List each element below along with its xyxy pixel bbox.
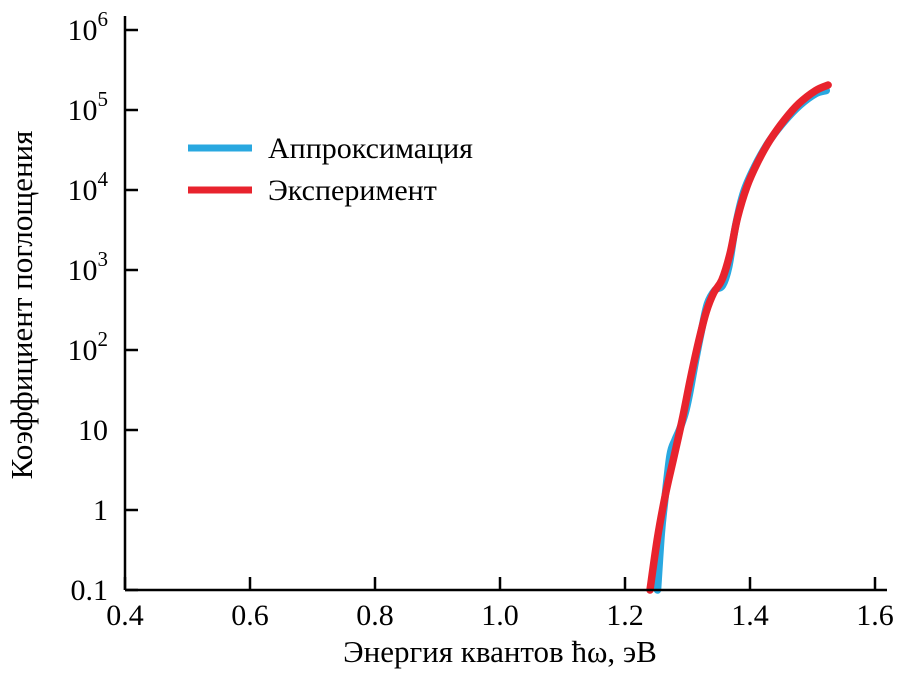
- y-tick-label: 104: [68, 167, 109, 207]
- y-tick-label: 105: [68, 87, 109, 127]
- y-tick-label: 103: [68, 247, 109, 287]
- legend: Аппроксимация Эксперимент: [188, 132, 473, 207]
- series-line-0: [653, 86, 830, 594]
- y-axis-label: Коэффициент поглощения: [4, 131, 39, 480]
- x-tick-label: 0.6: [231, 599, 269, 632]
- y-tick-label: 0.1: [71, 574, 109, 607]
- y-axis-ticks: 0.1 1 10 102 103 104 105 106: [68, 7, 138, 607]
- x-axis-label: Энергия квантов ħω, эВ: [343, 634, 657, 669]
- y-tick-label: 102: [68, 327, 109, 367]
- y-tick-label: 10: [78, 414, 108, 447]
- y-tick-label: 1: [93, 494, 108, 527]
- series-line-1: [646, 81, 832, 594]
- x-axis-ticks: 0.4 0.6 0.8 1.0 1.2 1.4 1.6: [106, 577, 894, 632]
- series-lines: [646, 81, 832, 594]
- legend-label-experiment: Эксперимент: [268, 174, 437, 207]
- y-tick-label: 106: [68, 7, 109, 47]
- x-tick-label: 1.4: [731, 599, 769, 632]
- legend-label-approximation: Аппроксимация: [268, 132, 473, 165]
- x-tick-label: 0.4: [106, 599, 144, 632]
- x-tick-label: 0.8: [356, 599, 394, 632]
- x-tick-label: 1.0: [481, 599, 519, 632]
- x-tick-label: 1.2: [606, 599, 644, 632]
- x-tick-label: 1.6: [856, 599, 894, 632]
